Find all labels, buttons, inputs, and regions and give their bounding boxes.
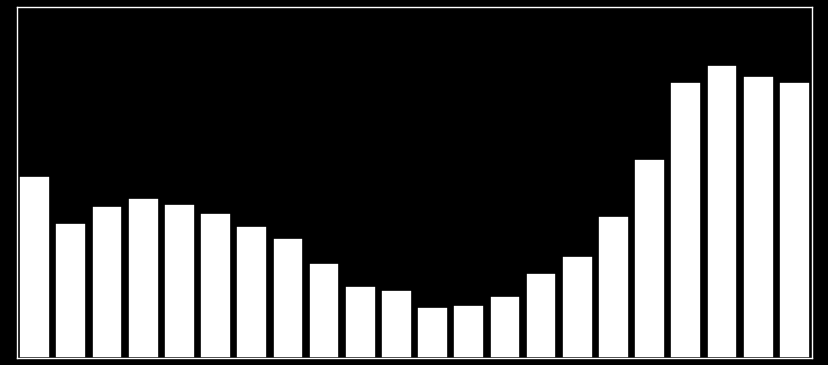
Bar <box>308 262 339 358</box>
Bar <box>742 76 773 358</box>
Bar <box>561 255 592 358</box>
Bar <box>92 205 123 358</box>
Bar <box>200 212 231 358</box>
Bar <box>670 82 700 358</box>
Bar <box>344 286 375 358</box>
Bar <box>272 238 303 358</box>
Bar <box>19 177 50 358</box>
Bar <box>705 65 736 358</box>
Bar <box>128 197 158 358</box>
Bar <box>416 307 447 358</box>
Bar <box>453 305 484 358</box>
Bar <box>236 226 267 358</box>
Bar <box>55 223 86 358</box>
Bar <box>597 216 628 358</box>
Bar <box>525 273 556 358</box>
Bar <box>489 296 520 358</box>
Bar <box>164 204 195 358</box>
Bar <box>778 82 809 358</box>
Bar <box>381 289 412 358</box>
Bar <box>633 160 664 358</box>
